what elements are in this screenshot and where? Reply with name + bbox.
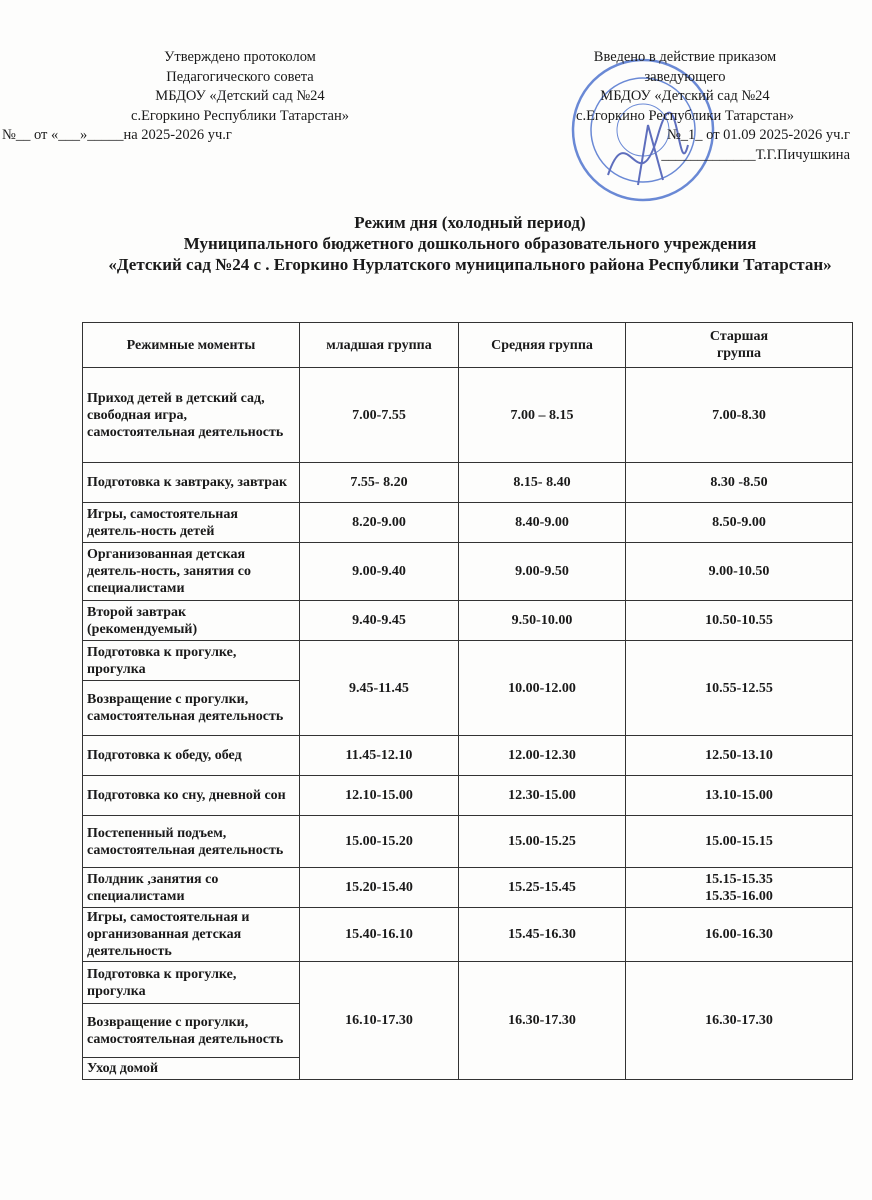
moment-cell: Возвращение с прогулки, самостоятельная …	[82, 680, 300, 736]
approval-number: №__ от «___»_____на 2025-2026 уч.г	[2, 127, 232, 143]
table-row: Уход домой	[82, 1057, 853, 1080]
enactment-line: Введено в действие приказом	[593, 49, 777, 65]
table-row: Подготовка к обеду, обед 11.45-12.10 12.00…	[82, 735, 853, 776]
approval-block: Утверждено протоколом Педагогического со…	[2, 48, 390, 146]
table-row: Второй завтрак (рекомендуемый) 9.40-9.45 9…	[82, 600, 853, 641]
table-row: Подготовка ко сну, дневной сон 12.10-15.0…	[82, 775, 853, 816]
table-row: Организованная детская деятель-ность, за…	[82, 542, 853, 601]
approval-line: с.Егоркино Республики Татарстан»	[131, 107, 349, 124]
enactment-number: №_1_ от 01.09 2025-2026 уч.г	[666, 127, 850, 143]
time-cell: 15.45-16.30	[458, 907, 626, 962]
moment-cell: Организованная детская деятель-ность, за…	[82, 542, 300, 601]
time-cell: 8.50-9.00	[625, 502, 853, 543]
time-cell: 10.50-10.55	[625, 600, 853, 641]
time-cell: 13.10-15.00	[625, 775, 853, 816]
table-row: Игры, самостоятельная деятель-ность дете…	[82, 502, 853, 543]
moment-cell: Постепенный подъем, самостоятельная деят…	[82, 815, 300, 868]
enactment-line: с.Егоркино Республики Татарстан»	[576, 107, 794, 124]
time-cell: 12.00-12.30	[458, 735, 626, 776]
time-cell: 16.10-17.30	[299, 961, 459, 1080]
time-cell: 15.25-15.45	[458, 867, 626, 908]
table-row: Приход детей в детский сад, свободная иг…	[82, 367, 853, 463]
moment-cell: Приход детей в детский сад, свободная иг…	[82, 367, 300, 463]
time-cell: 15.20-15.40	[299, 867, 459, 908]
moment-cell: Подготовка к прогулке, прогулка	[82, 961, 300, 1004]
time-cell: 15.40-16.10	[299, 907, 459, 962]
time-cell: 8.40-9.00	[458, 502, 626, 543]
time-cell: 15.00-15.25	[458, 815, 626, 868]
table-row: Подготовка к прогулке, прогулка 9.45-11.4…	[82, 640, 853, 736]
approval-line: МБДОУ «Детский сад №24	[155, 88, 325, 104]
enactment-line: заведующего	[644, 68, 726, 85]
approval-line: Педагогического совета	[166, 68, 314, 85]
time-cell: 16.00-16.30	[625, 907, 853, 962]
time-cell: 12.30-15.00	[458, 775, 626, 816]
time-cell: 9.00-9.40	[299, 542, 459, 601]
time-cell: 16.30-17.30	[625, 961, 853, 1080]
time-cell: 10.00-12.00	[458, 640, 626, 736]
table-row: Постепенный подъем, самостоятельная деят…	[82, 815, 853, 868]
moment-cell: Второй завтрак (рекомендуемый)	[82, 600, 300, 641]
title-line: Муниципального бюджетного дошкольного об…	[183, 234, 757, 253]
time-cell: 16.30-17.30	[458, 961, 626, 1080]
time-cell: 10.55-12.55	[625, 640, 853, 736]
column-header: младшая группа	[299, 322, 459, 368]
enactment-block: Введено в действие приказом заведующего …	[520, 48, 850, 165]
title-line: Режим дня (холодный период)	[354, 213, 586, 232]
moment-cell: Игры, самостоятельная деятель-ность дете…	[82, 502, 300, 543]
time-cell: 11.45-12.10	[299, 735, 459, 776]
table-row: Полдник ,занятия со специалистами 15.20-1…	[82, 867, 853, 908]
document-title: Режим дня (холодный период) Муниципально…	[80, 212, 860, 275]
time-cell: 7.00-8.30	[625, 367, 853, 463]
column-header: Режимные моменты	[82, 322, 300, 368]
time-cell: 8.30 -8.50	[625, 462, 853, 503]
approval-line: Утверждено протоколом	[164, 49, 316, 65]
table-row: Игры, самостоятельная и организованная д…	[82, 907, 853, 962]
schedule-table: Режимные моменты младшая группа Средняя …	[82, 322, 853, 1080]
moment-cell: Подготовка к завтраку, завтрак	[82, 462, 300, 503]
time-cell: 9.50-10.00	[458, 600, 626, 641]
moment-cell: Игры, самостоятельная и организованная д…	[82, 907, 300, 962]
time-cell: 9.45-11.45	[299, 640, 459, 736]
table-row: Возвращение с прогулки, самостоятельная …	[82, 680, 853, 736]
time-cell: 15.00-15.15	[625, 815, 853, 868]
moment-cell: Подготовка к прогулке, прогулка	[82, 640, 300, 681]
moment-cell: Подготовка к обеду, обед	[82, 735, 300, 776]
table-row: Возвращение с прогулки, самостоятельная …	[82, 1003, 853, 1058]
time-cell: 7.55- 8.20	[299, 462, 459, 503]
table-row: Подготовка к завтраку, завтрак 7.55- 8.20…	[82, 462, 853, 503]
time-cell: 15.00-15.20	[299, 815, 459, 868]
time-cell: 7.00-7.55	[299, 367, 459, 463]
signature-line: _____________Т.Г.Пичушкина	[661, 146, 850, 163]
moment-cell: Подготовка ко сну, дневной сон	[82, 775, 300, 816]
moment-cell: Возвращение с прогулки, самостоятельная …	[82, 1003, 300, 1058]
time-cell: 15.15-15.35 15.35-16.00	[625, 867, 853, 908]
time-cell: 8.20-9.00	[299, 502, 459, 543]
time-cell: 7.00 – 8.15	[458, 367, 626, 463]
moment-cell: Полдник ,занятия со специалистами	[82, 867, 300, 908]
time-cell: 9.40-9.45	[299, 600, 459, 641]
column-header: Старшая группа	[625, 322, 853, 368]
title-line: «Детский сад №24 с . Егоркино Нурлатског…	[108, 255, 832, 274]
time-cell: 12.10-15.00	[299, 775, 459, 816]
time-cell: 9.00-10.50	[625, 542, 853, 601]
enactment-line: МБДОУ «Детский сад №24	[600, 88, 770, 104]
time-cell: 8.15- 8.40	[458, 462, 626, 503]
time-cell: 9.00-9.50	[458, 542, 626, 601]
moment-cell: Уход домой	[82, 1057, 300, 1080]
official-stamp-icon	[571, 58, 715, 202]
table-header-row: Режимные моменты младшая группа Средняя …	[82, 322, 853, 368]
column-header: Средняя группа	[458, 322, 626, 368]
time-cell: 12.50-13.10	[625, 735, 853, 776]
table-row: Подготовка к прогулке, прогулка 16.10-17.…	[82, 961, 853, 1080]
